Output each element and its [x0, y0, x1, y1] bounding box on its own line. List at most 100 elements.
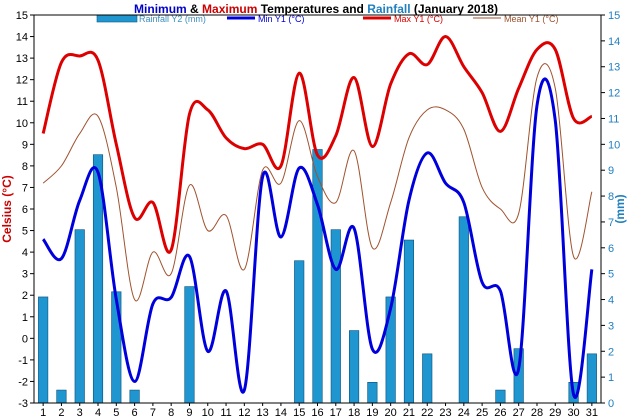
x-tick-label: 16: [311, 407, 323, 419]
legend-label: Rainfall Y2 (mm): [139, 14, 206, 24]
y-left-tick-label: 2: [22, 290, 28, 302]
rainfall-bar: [367, 382, 378, 404]
y-left-tick-label: -3: [18, 398, 28, 410]
y-left-tick-label: 6: [22, 204, 28, 216]
x-tick-label: 7: [150, 407, 156, 419]
mean-temp-line: [42, 63, 593, 302]
x-tick-label: 9: [186, 407, 192, 419]
x-tick-label: 17: [330, 407, 342, 419]
y-right-tick-label: 12: [608, 88, 620, 100]
y-axis-left-label: Celsius (°C): [0, 175, 14, 242]
x-tick-label: 2: [58, 407, 64, 419]
y-right-tick-label: 6: [608, 243, 614, 255]
legend-label: Max Y1 (°C): [394, 14, 443, 24]
x-tick-label: 14: [275, 407, 287, 419]
rainfall-bars: [38, 149, 597, 404]
max-temp-line: [41, 35, 593, 254]
rainfall-bar: [74, 229, 85, 404]
y-right-tick-label: 15: [608, 10, 620, 22]
x-tick-label: 31: [586, 407, 598, 419]
y-left-tick-label: -1: [18, 355, 28, 367]
x-tick-label: 21: [403, 407, 415, 419]
x-tick-label: 27: [513, 407, 525, 419]
x-tick-label: 28: [531, 407, 543, 419]
x-tick-label: 15: [293, 407, 305, 419]
y-left-tick-label: 14: [16, 32, 28, 44]
y-right-tick-label: 2: [608, 346, 614, 358]
temperature-lines: [41, 35, 594, 399]
y-right-tick-label: 1: [608, 372, 614, 384]
rainfall-bar: [458, 216, 469, 404]
y-left-tick-label: 4: [22, 247, 28, 259]
y-left-tick-label: 11: [17, 96, 28, 108]
x-tick-label: 8: [168, 407, 174, 419]
rainfall-bar: [403, 239, 415, 404]
rainfall-bar: [330, 229, 341, 404]
x-tick-label: 20: [385, 407, 397, 419]
y-left-tick-label: 12: [16, 75, 28, 87]
y-left-tick-label: 1: [22, 312, 28, 324]
y-right-tick-label: 9: [608, 165, 614, 177]
title-part: Maximum: [202, 2, 257, 16]
y-left-tick-label: 7: [22, 182, 28, 194]
x-axis: 1 2 3 4 5 6 7 8 9 10 11 12 13 14 15 16 17 18 19 20 21 22 23 24 2…: [40, 403, 598, 419]
rainfall-bar: [495, 389, 506, 404]
x-tick-label: 29: [549, 407, 561, 419]
x-tick-label: 5: [113, 407, 119, 419]
y-right-tick-label: 11: [608, 113, 619, 125]
x-tick-label: 23: [439, 407, 451, 419]
rainfall-bar: [56, 389, 67, 404]
y-right-tick-label: 3: [608, 320, 614, 332]
x-tick-label: 24: [458, 407, 470, 419]
x-tick-label: 3: [77, 407, 83, 419]
x-tick-label: 25: [476, 407, 488, 419]
x-tick-label: 1: [40, 407, 46, 419]
legend-swatch-rainfall: [96, 14, 138, 23]
min-temp-line: [41, 77, 594, 399]
y-left-tick-label: 9: [22, 139, 28, 151]
y-right-tick-label: 10: [608, 139, 620, 151]
y-right-tick-label: 14: [608, 36, 620, 48]
y-right-tick-label: 8: [608, 191, 614, 203]
rainfall-bar: [349, 330, 360, 404]
y-left-tick-label: 13: [16, 53, 28, 65]
plot-frame: [33, 14, 602, 404]
rainfall-bar: [184, 286, 195, 404]
x-tick-label: 6: [132, 407, 138, 419]
x-tick-label: 22: [421, 407, 433, 419]
rainfall-bar: [312, 149, 323, 404]
title-part: (January 2018): [411, 2, 498, 16]
legend-label: Min Y1 (°C): [258, 14, 304, 24]
y-left-tick-label: 5: [22, 226, 28, 238]
x-tick-label: 12: [238, 407, 250, 419]
y-axis-right-label: (mm): [613, 194, 627, 223]
legend-label: Mean Y1 (°C): [504, 14, 558, 24]
title-part: Minimum: [134, 2, 187, 16]
y-right-tick-label: 13: [608, 62, 620, 74]
y-left-tick-label: 0: [22, 333, 28, 345]
rainfall-bar: [586, 353, 597, 404]
y-left-tick-label: -2: [18, 376, 28, 388]
x-tick-label: 11: [220, 407, 231, 419]
chart-title: Minimum & Maximum Temperatures and Rainf…: [134, 2, 498, 16]
y-right-tick-label: 0: [608, 398, 614, 410]
title-part: Temperatures and: [257, 2, 367, 16]
y-left-tick-label: 3: [22, 269, 28, 281]
x-tick-label: 30: [567, 407, 579, 419]
title-part: Rainfall: [367, 2, 410, 16]
rainfall-bar: [422, 353, 433, 404]
x-tick-label: 19: [366, 407, 378, 419]
y-right-tick-label: 5: [608, 269, 614, 281]
x-tick-label: 13: [257, 407, 269, 419]
y-left-tick-label: 10: [16, 118, 28, 130]
rainfall-bar: [38, 296, 49, 404]
y-left-tick-label: 15: [16, 10, 28, 22]
x-tick-label: 26: [494, 407, 506, 419]
rainfall-bar: [294, 260, 305, 404]
x-tick-label: 4: [95, 407, 101, 419]
title-part: &: [187, 2, 202, 16]
y-right-tick-label: 4: [608, 295, 614, 307]
